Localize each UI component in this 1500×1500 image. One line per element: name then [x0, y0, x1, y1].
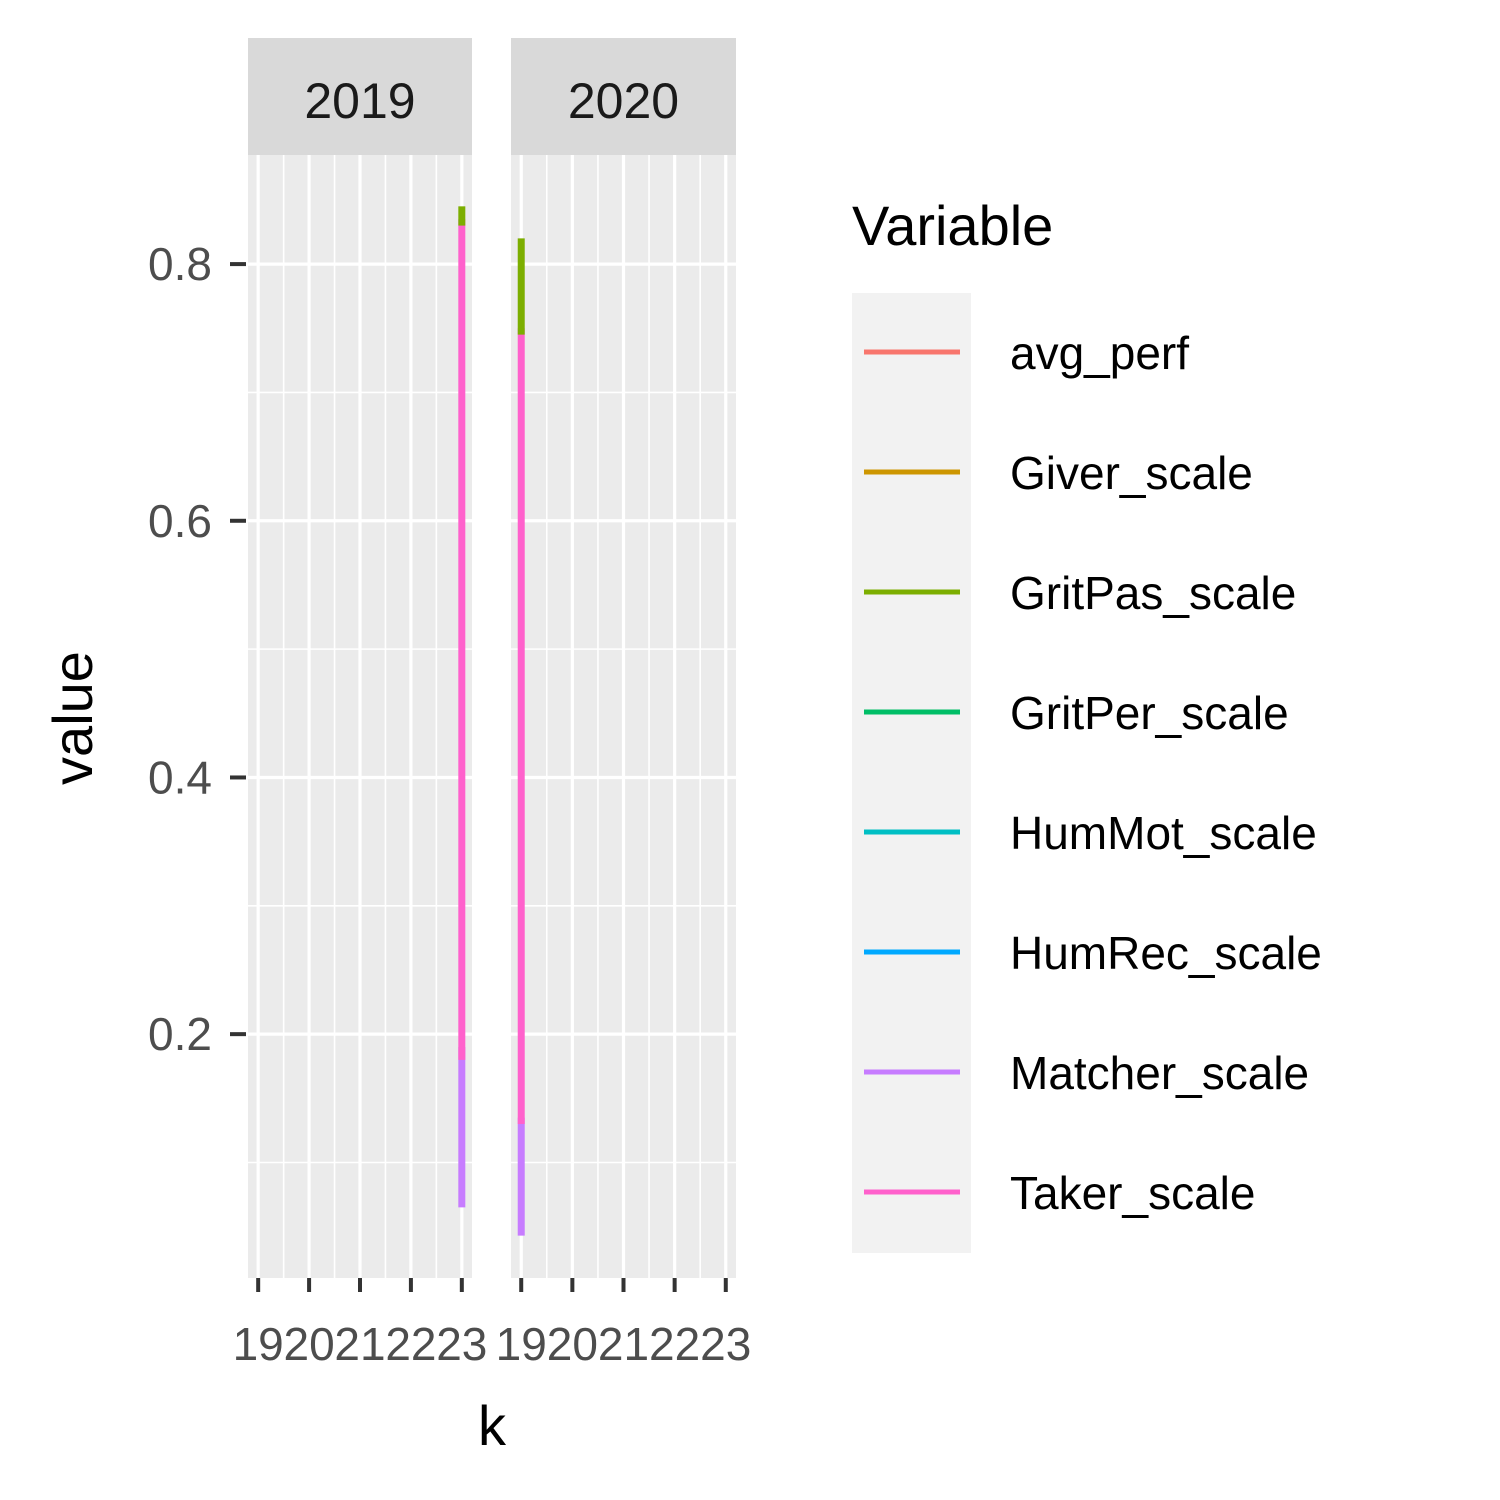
legend-key-background	[852, 293, 971, 1253]
legend-entry-GritPas_scale: GritPas_scale	[864, 567, 1296, 619]
legend-entry-avg_perf: avg_perf	[864, 327, 1189, 379]
legend-label: Taker_scale	[1010, 1167, 1255, 1219]
legend-entry-Matcher_scale: Matcher_scale	[864, 1047, 1309, 1099]
x-tick-label: 22	[385, 1318, 436, 1370]
x-tick-label: 19	[496, 1318, 547, 1370]
y-axis: 0.2 0.4 0.6 0.8	[148, 238, 246, 1060]
facet-strip-label: 2020	[568, 73, 679, 129]
legend-title: Variable	[852, 194, 1053, 257]
legend-label: Matcher_scale	[1010, 1047, 1309, 1099]
x-tick-label: 23	[436, 1318, 487, 1370]
x-tick-label: 23	[700, 1318, 751, 1370]
legend-label: avg_perf	[1010, 327, 1189, 379]
x-tick-label: 21	[334, 1318, 385, 1370]
y-tick-label: 0.4	[148, 751, 212, 803]
x-tick-label: 21	[598, 1318, 649, 1370]
legend-entry-Taker_scale: Taker_scale	[864, 1167, 1255, 1219]
y-tick-label: 0.8	[148, 238, 212, 290]
x-tick-label: 20	[284, 1318, 335, 1370]
legend-entry-Giver_scale: Giver_scale	[864, 447, 1253, 499]
legend: Variable avg_perf Giver_scale GritPas_scal…	[852, 194, 1322, 1253]
legend-entries: avg_perf Giver_scale GritPas_scale GritPer_…	[864, 327, 1322, 1219]
y-axis-title: value	[41, 651, 104, 785]
legend-label: GritPer_scale	[1010, 687, 1289, 739]
facet-panel-2020: 2020 19 20 21 22 23	[496, 38, 751, 1370]
facet-strip-label: 2019	[304, 73, 415, 129]
facet-strip	[248, 38, 472, 155]
y-tick-label: 0.2	[148, 1008, 212, 1060]
x-tick-label: 20	[547, 1318, 598, 1370]
facet-panel-2019: 2019 19 20 21 22 23	[233, 38, 487, 1370]
x-tick-label: 22	[649, 1318, 700, 1370]
x-axis-title: k	[478, 1394, 507, 1457]
facet-strip	[511, 38, 736, 155]
legend-label: HumRec_scale	[1010, 927, 1322, 979]
legend-label: HumMot_scale	[1010, 807, 1317, 859]
legend-label: Giver_scale	[1010, 447, 1253, 499]
legend-entry-GritPer_scale: GritPer_scale	[864, 687, 1289, 739]
legend-entry-HumRec_scale: HumRec_scale	[864, 927, 1322, 979]
legend-entry-HumMot_scale: HumMot_scale	[864, 807, 1317, 859]
legend-label: GritPas_scale	[1010, 567, 1296, 619]
x-tick-label: 19	[233, 1318, 284, 1370]
y-tick-label: 0.6	[148, 495, 212, 547]
